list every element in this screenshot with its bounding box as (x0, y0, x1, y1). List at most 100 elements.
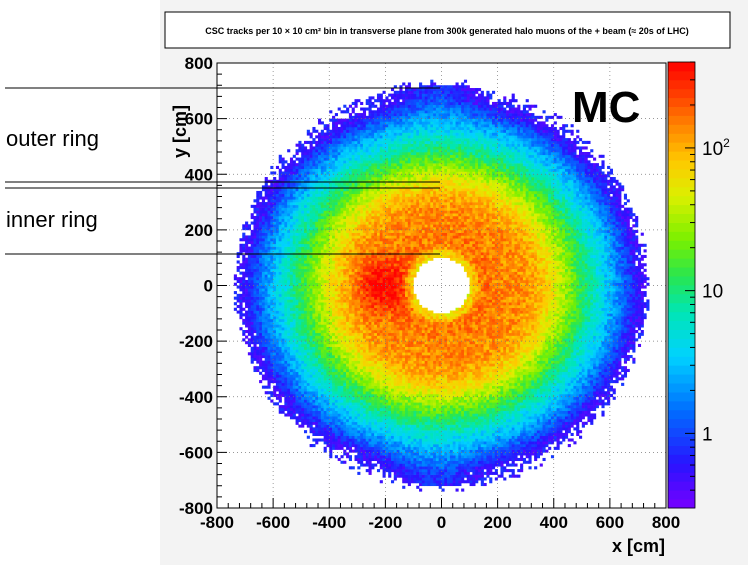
heatmap-bin (357, 288, 361, 292)
heatmap-bin (362, 410, 367, 414)
heatmap-bin (264, 296, 268, 300)
heatmap-bin (354, 341, 358, 345)
heatmap-bin (332, 349, 336, 353)
heatmap-bin (351, 338, 355, 342)
heatmap-bin (309, 157, 313, 161)
heatmap-bin (309, 218, 313, 222)
heatmap-bin (365, 302, 369, 306)
heatmap-bin (273, 374, 277, 378)
heatmap-bin (340, 321, 344, 325)
heatmap-bin (292, 274, 296, 278)
heatmap-bin (340, 310, 344, 314)
heatmap-bin (340, 249, 344, 253)
heatmap-bin (242, 235, 246, 239)
heatmap-bin (329, 193, 333, 197)
heatmap-bin (348, 204, 352, 208)
heatmap-bin (256, 296, 260, 300)
heatmap-bin (306, 129, 310, 133)
heatmap-bin (273, 179, 277, 183)
heatmap-bin (256, 246, 260, 250)
heatmap-bin (332, 126, 336, 131)
heatmap-bin (298, 293, 302, 297)
heatmap-bin (295, 288, 299, 292)
heatmap-bin (362, 452, 367, 456)
heatmap-bin (379, 352, 383, 356)
heatmap-bin (270, 299, 274, 303)
heatmap-bin (365, 332, 369, 336)
heatmap-bin (306, 338, 310, 342)
heatmap-bin (354, 402, 358, 406)
heatmap-bin (320, 332, 324, 336)
heatmap-bin (360, 304, 364, 309)
heatmap-bin (284, 332, 288, 336)
heatmap-bin (301, 146, 305, 150)
heatmap-bin (270, 399, 274, 403)
heatmap-bin (267, 199, 271, 203)
heatmap-bin (320, 430, 324, 434)
heatmap-bin (340, 405, 344, 409)
heatmap-bin (301, 196, 305, 200)
heatmap-bin (301, 419, 305, 423)
heatmap-bin (275, 396, 280, 400)
heatmap-bin (334, 318, 338, 322)
heatmap-bin (326, 282, 330, 286)
heatmap-bin (360, 432, 364, 436)
heatmap-bin (334, 279, 338, 284)
heatmap-bin (259, 196, 263, 200)
heatmap-bin (270, 374, 274, 378)
heatmap-bin (250, 285, 254, 289)
heatmap-bin (289, 282, 294, 286)
heatmap-bin (292, 327, 296, 331)
heatmap-bin (318, 327, 322, 331)
heatmap-bin (312, 190, 316, 195)
heatmap-bin (332, 260, 336, 264)
heatmap-bin (323, 407, 327, 411)
heatmap-bin (292, 399, 296, 403)
heatmap-bin (261, 285, 266, 289)
heatmap-bin (376, 430, 381, 434)
heatmap-bin (362, 346, 367, 350)
heatmap-bin (295, 163, 299, 167)
heatmap-bin (301, 416, 305, 420)
heatmap-bin (303, 179, 308, 183)
heatmap-bin (337, 316, 341, 320)
heatmap-bin (245, 330, 249, 334)
heatmap-bin (360, 207, 364, 211)
heatmap-bin (365, 338, 369, 342)
heatmap-bin (270, 363, 274, 367)
heatmap-bin (346, 377, 350, 381)
heatmap-bin (309, 355, 313, 359)
heatmap-bin (368, 124, 372, 128)
heatmap-bin (312, 377, 316, 381)
heatmap-bin (323, 263, 327, 267)
heatmap-bin (346, 193, 350, 197)
heatmap-bin (357, 413, 361, 417)
heatmap-bin (348, 332, 352, 336)
heatmap-bin (346, 188, 350, 192)
heatmap-bin (253, 352, 257, 356)
heatmap-bin (236, 293, 240, 297)
heatmap-bin (329, 452, 333, 456)
heatmap-bin (320, 229, 324, 233)
heatmap-bin (357, 168, 361, 172)
heatmap-bin (376, 146, 381, 150)
heatmap-bin (318, 171, 322, 175)
heatmap-bin (281, 327, 285, 331)
heatmap-bin (309, 391, 313, 395)
heatmap-bin (376, 140, 381, 144)
heatmap-bin (309, 374, 313, 378)
heatmap-bin (242, 307, 246, 311)
heatmap-bin (374, 419, 378, 423)
heatmap-bin (376, 113, 381, 117)
heatmap-bin (267, 249, 271, 253)
heatmap-bin (337, 221, 341, 225)
heatmap-bin (247, 341, 251, 345)
heatmap-bin (376, 391, 381, 395)
heatmap-bin (362, 357, 367, 361)
heatmap-bin (346, 355, 350, 359)
heatmap-bin (323, 238, 327, 242)
heatmap-bin (334, 363, 338, 367)
heatmap-bin (287, 368, 291, 373)
heatmap-bin (326, 241, 330, 245)
heatmap-bin (326, 174, 330, 178)
